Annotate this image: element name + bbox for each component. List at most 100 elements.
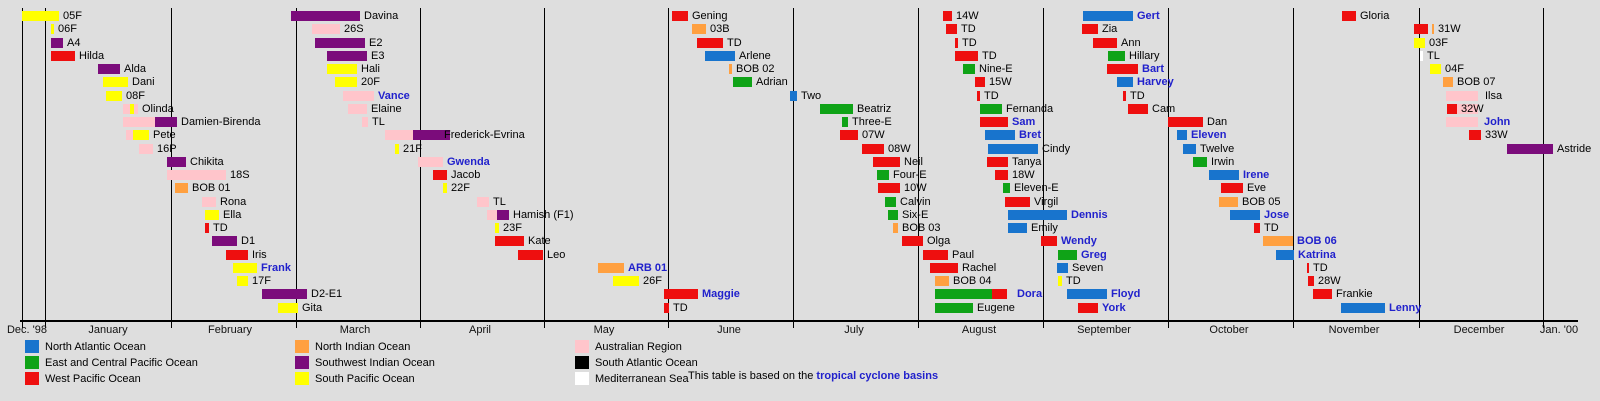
storm-link-label[interactable]: Sam xyxy=(1012,116,1036,128)
legend-label-sa: South Atlantic Ocean xyxy=(595,357,698,369)
storm-label: Astride xyxy=(1557,142,1592,155)
storm-link-label[interactable]: ARB 01 xyxy=(628,261,668,274)
month-gridline xyxy=(793,8,794,321)
storm-bar-segment xyxy=(1123,90,1126,101)
axis-tick xyxy=(1293,320,1294,328)
storm-bar-segment xyxy=(348,103,367,114)
footnote-link-tropical-cyclone-basins[interactable]: tropical cyclone basins xyxy=(816,370,939,382)
storm-link-label[interactable]: Greg xyxy=(1081,248,1107,261)
storm-bar-segment xyxy=(233,262,257,273)
storm-label: Arlene xyxy=(739,49,771,62)
month-gridline xyxy=(668,8,669,321)
storm-bar-segment xyxy=(139,143,153,154)
storm-label: Davina xyxy=(364,10,399,22)
storm-label: Beatriz xyxy=(857,102,892,115)
storm-bar-segment xyxy=(1420,50,1423,61)
month-label: May xyxy=(593,324,615,336)
storm-label: Dani xyxy=(132,76,155,89)
month-label: March xyxy=(339,324,371,336)
storm-bar-segment xyxy=(1446,117,1478,127)
storm-link-label[interactable]: Katrina xyxy=(1298,248,1336,261)
storm-label: Six-E xyxy=(902,208,929,221)
storm-link-label[interactable]: Floyd xyxy=(1111,288,1141,301)
storm-bar-segment xyxy=(155,117,177,127)
storm-label: TD xyxy=(982,49,997,62)
storm-bar-segment xyxy=(1003,183,1010,194)
storm-link-label[interactable]: Lenny xyxy=(1389,301,1422,314)
storm-link-label[interactable]: Vance xyxy=(378,89,410,102)
storm-link-label[interactable]: Irene xyxy=(1243,169,1270,181)
month-label: July xyxy=(844,324,864,336)
legend-swatch-na xyxy=(25,340,39,353)
storm-bar-segment xyxy=(130,103,134,114)
storm-label: Olga xyxy=(927,235,951,248)
storm-bar-segment xyxy=(888,209,898,220)
axis-tick xyxy=(22,320,23,328)
storm-bar-segment xyxy=(495,236,524,247)
storm-label: Chikita xyxy=(190,155,224,168)
storm-bar-segment xyxy=(126,130,133,141)
storm-label: Eleven-E xyxy=(1014,182,1059,195)
storm-bar-segment xyxy=(312,24,340,35)
storm-bar-segment xyxy=(980,117,1008,127)
storm-bar-segment xyxy=(1432,24,1434,35)
storm-link-label[interactable]: Jose xyxy=(1264,208,1290,221)
storm-label: 15W xyxy=(989,76,1012,89)
storm-bar-segment xyxy=(262,289,307,300)
month-gridline xyxy=(918,8,919,321)
storm-link-label[interactable]: York xyxy=(1102,301,1126,314)
storm-bar-segment xyxy=(705,50,735,61)
storm-link-label[interactable]: Dora xyxy=(1017,288,1043,301)
storm-label: Ella xyxy=(223,208,242,221)
storm-bar-segment xyxy=(840,130,858,141)
storm-bar-segment xyxy=(672,11,688,21)
storm-label: BOB 07 xyxy=(1457,76,1496,89)
storm-link-label[interactable]: Gert xyxy=(1137,10,1160,22)
legend-swatch-wp xyxy=(25,372,39,385)
storm-label: Hamish (F1) xyxy=(513,208,574,221)
storm-link-label[interactable]: John xyxy=(1484,116,1511,128)
storm-label: 21F xyxy=(403,142,422,155)
storm-bar-segment xyxy=(1254,223,1260,233)
storm-bar-segment xyxy=(692,24,706,35)
axis-tick xyxy=(1043,320,1044,328)
storm-link-label[interactable]: BOB 06 xyxy=(1297,235,1337,248)
legend-swatch-med xyxy=(575,372,589,385)
storm-link-label[interactable]: Maggie xyxy=(702,288,740,301)
storm-label: Dan xyxy=(1207,116,1228,128)
month-gridline xyxy=(1168,8,1169,321)
storm-bar-segment xyxy=(212,236,237,247)
storm-bar-segment xyxy=(497,209,509,220)
storm-link-label[interactable]: Frank xyxy=(261,261,291,274)
storm-bar-segment xyxy=(175,183,188,194)
storm-link-label[interactable]: Bret xyxy=(1019,129,1042,142)
storm-bar-segment xyxy=(873,156,900,167)
legend-swatch-ni xyxy=(295,340,309,353)
storm-link-label[interactable]: Gwenda xyxy=(447,155,490,168)
storm-link-label[interactable]: Harvey xyxy=(1137,76,1174,89)
storm-bar-segment xyxy=(1313,289,1332,300)
storm-label: 10W xyxy=(904,182,927,195)
storm-bar-segment xyxy=(237,276,248,286)
storm-label: 33W xyxy=(1485,129,1508,142)
storm-label: E2 xyxy=(369,36,383,49)
storm-link-label[interactable]: Wendy xyxy=(1061,235,1097,248)
storm-label: TL xyxy=(372,116,385,128)
storm-bar-segment xyxy=(362,117,368,127)
month-label: October xyxy=(1209,324,1249,336)
storm-bar-segment xyxy=(205,223,209,233)
storm-label: 16P xyxy=(157,142,177,155)
storm-link-label[interactable]: Eleven xyxy=(1191,129,1227,142)
storm-label: Seven xyxy=(1072,261,1104,274)
storm-link-label[interactable]: Bart xyxy=(1142,63,1165,75)
storm-label: 17F xyxy=(252,275,271,287)
storm-label: Emily xyxy=(1031,222,1058,234)
storm-bar-segment xyxy=(123,103,130,114)
storm-bar-segment xyxy=(205,209,219,220)
storm-link-label[interactable]: Dennis xyxy=(1071,208,1108,221)
legend-swatch-si xyxy=(295,356,309,369)
legend-label-wp: West Pacific Ocean xyxy=(45,373,141,385)
storm-bar-segment xyxy=(413,130,450,141)
storm-label: Ilsa xyxy=(1485,89,1503,102)
storm-bar-segment xyxy=(1447,103,1457,114)
